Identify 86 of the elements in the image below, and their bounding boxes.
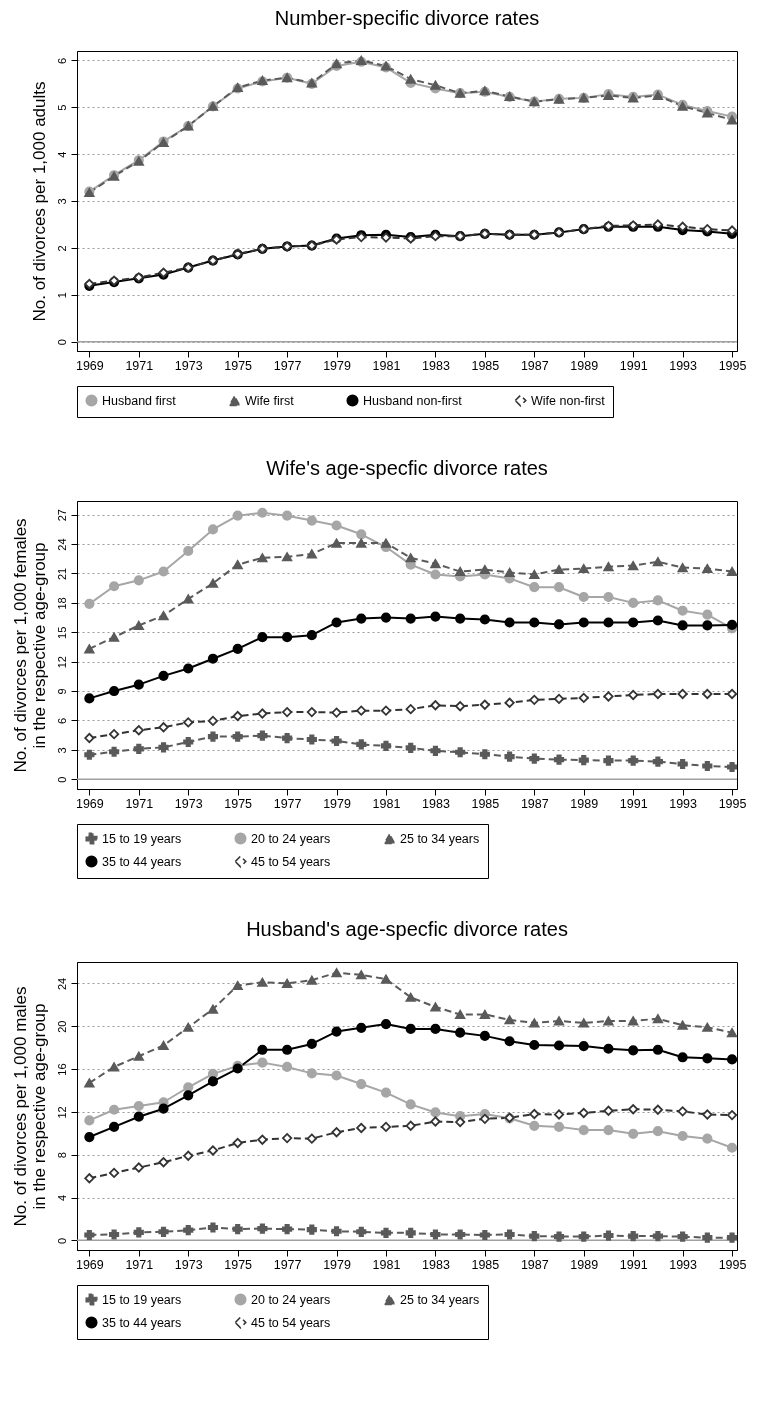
x-tick-label: 1993 [669, 796, 698, 811]
legend-label: 15 to 19 years [102, 831, 182, 846]
y-tick-label: 3 [55, 747, 68, 754]
y-tick-label: 3 [55, 198, 68, 205]
x-tick-label: 1993 [669, 1257, 698, 1272]
x-tick-label: 1983 [422, 358, 450, 373]
legend-label: Wife non-first [531, 393, 606, 408]
chart-title: Wife's age-specfic divorce rates [266, 457, 548, 479]
y-tick-label: 20 [55, 1020, 68, 1033]
y-tick-label: 12 [55, 1106, 68, 1119]
y-tick-label: 21 [55, 567, 68, 581]
x-tick-label: 1979 [323, 358, 351, 373]
legend-label: Wife first [245, 393, 295, 408]
x-tick-label: 1985 [471, 796, 500, 811]
x-tick-label: 1993 [669, 358, 698, 373]
x-tick-label: 1969 [75, 358, 104, 373]
x-tick-label: 1973 [174, 796, 203, 811]
x-tick-label: 1991 [619, 358, 648, 373]
x-tick-label: 1975 [224, 1257, 253, 1272]
x-tick-label: 1971 [125, 796, 154, 811]
x-tick-label: 1975 [224, 358, 253, 373]
y-tick-label: 6 [55, 717, 68, 724]
y-tick-label: 4 [55, 1194, 68, 1202]
legend-label: 20 to 24 years [251, 1292, 331, 1307]
legend-label: 35 to 44 years [102, 1315, 182, 1330]
y-tick-label: 16 [55, 1063, 68, 1076]
y-tick-label: 8 [55, 1152, 68, 1159]
x-tick-label: 1971 [125, 358, 154, 373]
y-tick-label: 18 [55, 597, 68, 610]
chart-title: Number-specific divorce rates [274, 7, 540, 29]
y-tick-label: 5 [55, 104, 68, 111]
x-tick-label: 1973 [174, 358, 203, 373]
x-tick-label: 1969 [75, 796, 104, 811]
y-axis-title: No. of divorces per 1,000 adults [29, 81, 49, 322]
y-tick-label: 4 [55, 151, 68, 158]
x-tick-label: 1981 [372, 1257, 401, 1272]
x-tick-label: 1987 [520, 796, 549, 811]
x-tick-label: 1995 [718, 796, 747, 811]
x-tick-label: 1973 [174, 1257, 203, 1272]
y-tick-label: 12 [55, 656, 68, 669]
legend-label: 45 to 54 years [251, 1315, 331, 1330]
y-tick-label: 1 [55, 292, 68, 299]
x-tick-label: 1979 [323, 1257, 351, 1272]
y-tick-label: 9 [55, 688, 68, 695]
y-tick-label: 15 [55, 626, 68, 639]
x-tick-label: 1987 [520, 1257, 549, 1272]
y-tick-label: 0 [55, 776, 68, 783]
x-tick-label: 1977 [273, 358, 302, 373]
x-tick-label: 1983 [422, 1257, 450, 1272]
x-tick-label: 1987 [520, 358, 549, 373]
y-tick-label: 24 [55, 538, 68, 551]
x-tick-label: 1981 [372, 796, 401, 811]
x-tick-label: 1989 [570, 796, 599, 811]
x-tick-label: 1971 [125, 1257, 154, 1272]
x-tick-label: 1969 [75, 1257, 104, 1272]
x-tick-label: 1977 [273, 1257, 302, 1272]
x-tick-label: 1985 [471, 358, 500, 373]
x-tick-label: 1989 [570, 358, 599, 373]
x-tick-label: 1989 [570, 1257, 599, 1272]
legend-label: Husband non-first [363, 393, 463, 408]
y-tick-label: 2 [55, 245, 68, 252]
x-tick-label: 1975 [224, 796, 253, 811]
y-tick-label: 27 [55, 509, 68, 522]
legend-label: 45 to 54 years [251, 854, 331, 869]
legend-label: 15 to 19 years [102, 1292, 182, 1307]
legend-label: 25 to 34 years [400, 831, 480, 846]
x-tick-label: 1981 [372, 358, 401, 373]
x-tick-label: 1977 [273, 796, 302, 811]
chart-title: Husband's age-specfic divorce rates [246, 918, 568, 940]
x-tick-label: 1995 [718, 358, 747, 373]
legend-label: 20 to 24 years [251, 831, 331, 846]
legend-label: Husband first [102, 393, 177, 408]
legend-label: 35 to 44 years [102, 854, 182, 869]
x-tick-label: 1985 [471, 1257, 500, 1272]
y-tick-label: 0 [55, 1237, 68, 1244]
legend-label: 25 to 34 years [400, 1292, 480, 1307]
x-tick-label: 1991 [619, 1257, 648, 1272]
y-tick-label: 0 [55, 339, 68, 346]
x-tick-label: 1983 [422, 796, 450, 811]
x-tick-label: 1991 [619, 796, 648, 811]
y-axis-title: No. of divorces per 1,000 males in the respective age-group [10, 986, 49, 1227]
x-tick-label: 1995 [718, 1257, 747, 1272]
y-tick-label: 6 [55, 57, 68, 64]
y-axis-title: No. of divorces per 1,000 females in the respective age-group [10, 518, 49, 773]
y-tick-label: 24 [55, 977, 68, 991]
x-tick-label: 1979 [323, 796, 351, 811]
